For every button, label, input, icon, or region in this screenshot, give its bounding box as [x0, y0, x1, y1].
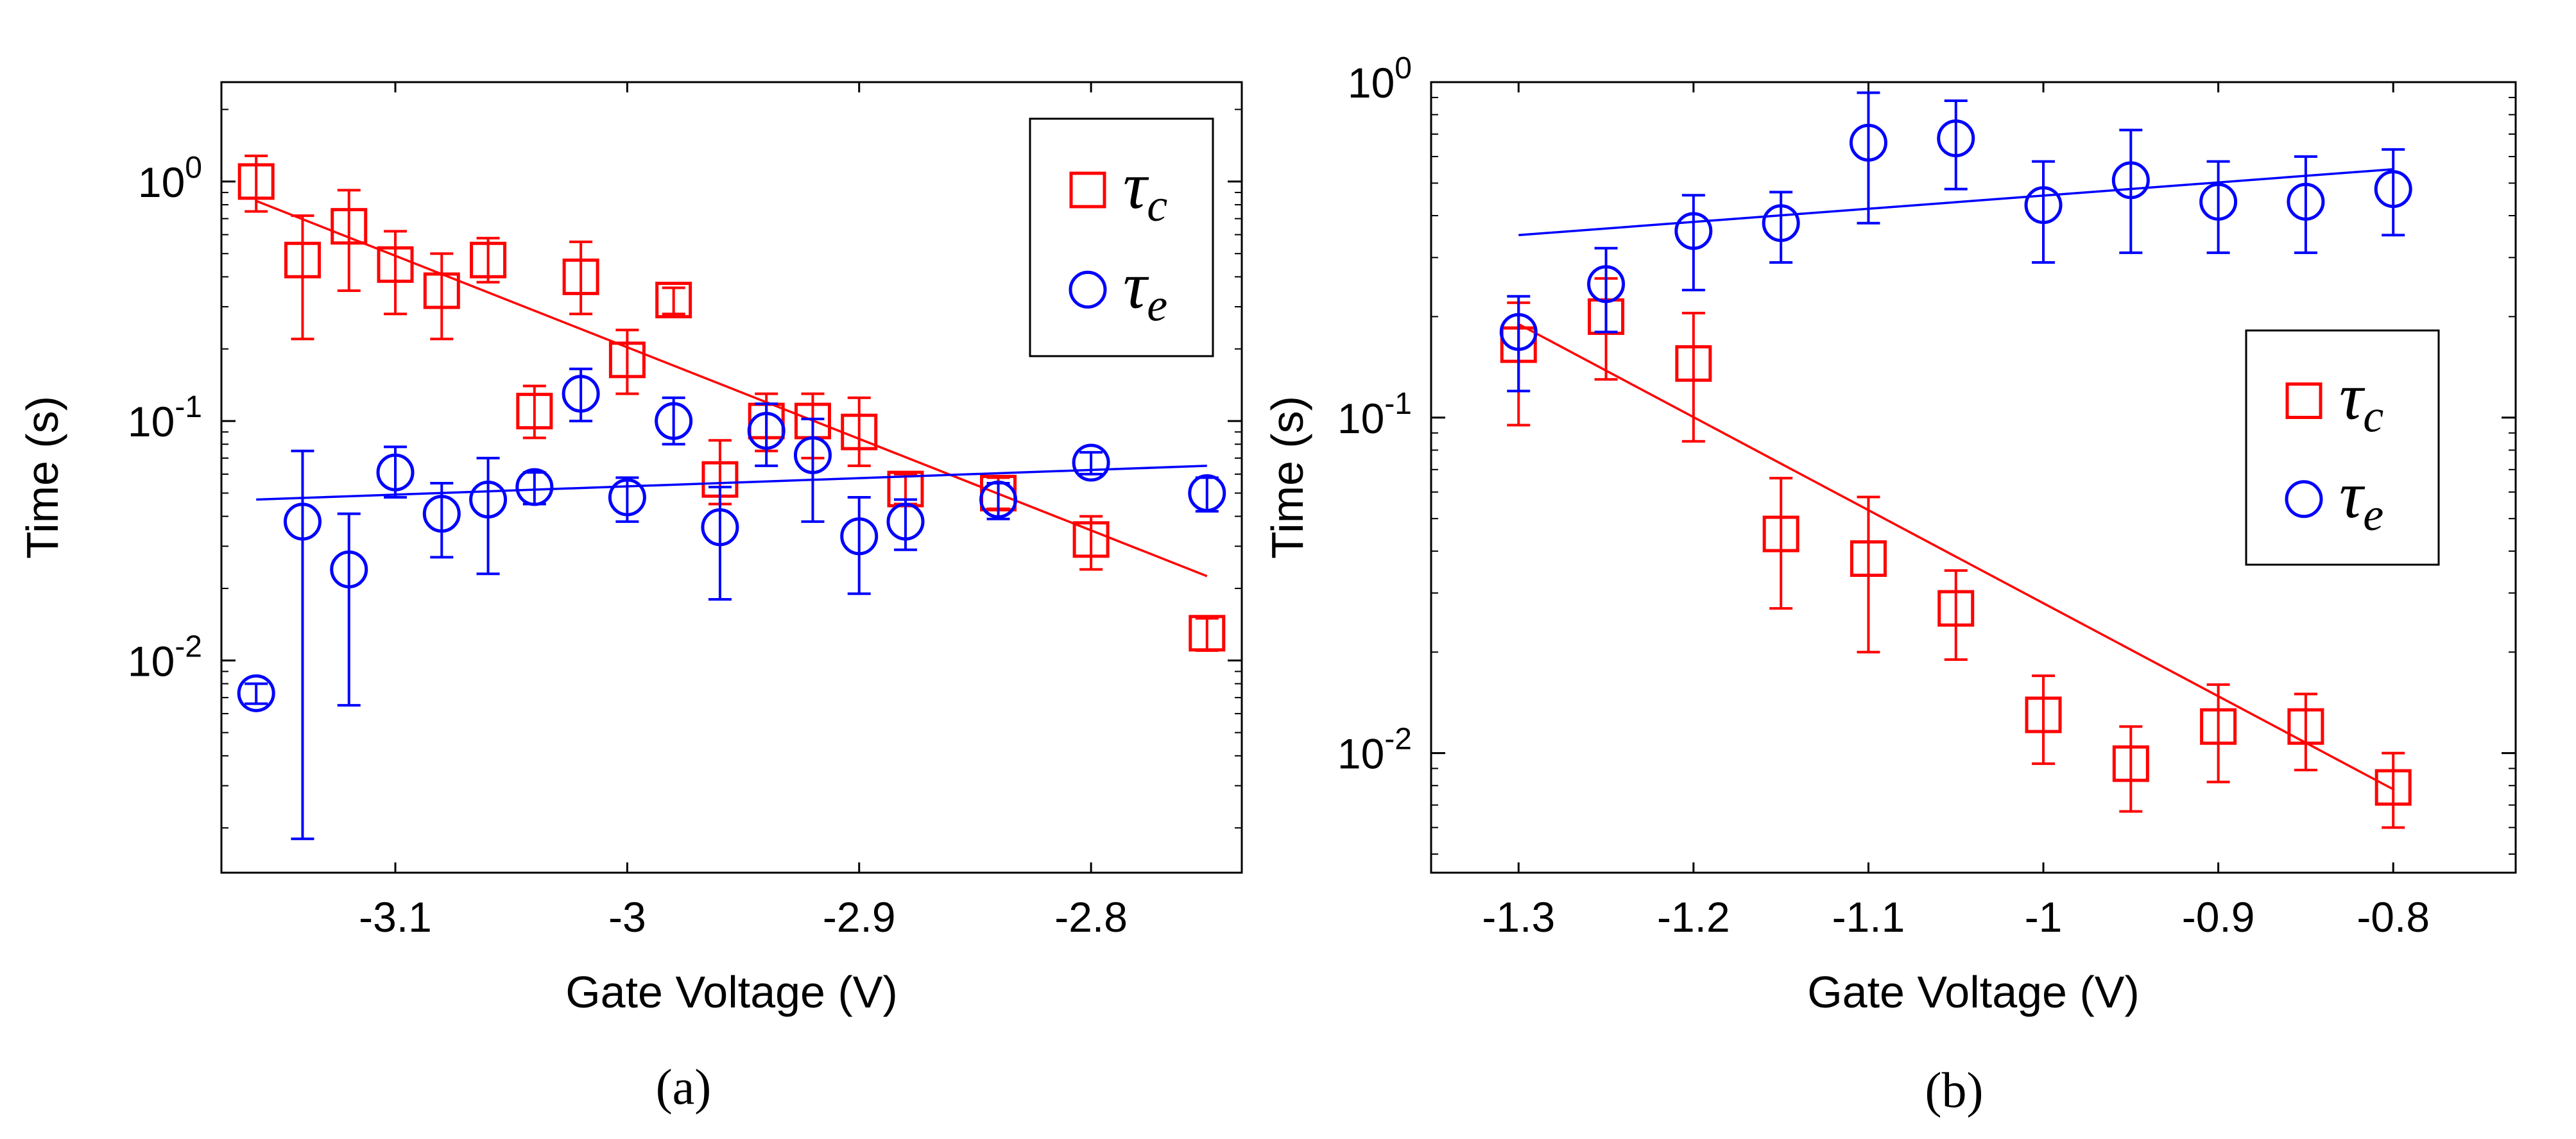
- y-tick-label: 10-2: [1337, 723, 1412, 778]
- legend-label-tau-e: τe: [1123, 248, 1167, 330]
- data-point-square: [284, 241, 321, 278]
- data-point-square: [2200, 708, 2237, 745]
- data-point-square: [1675, 345, 1712, 382]
- x-tick-label: -1.2: [1657, 893, 1730, 941]
- legend-label-tau-c: τc: [2339, 360, 2383, 442]
- x-tick-label: -0.8: [2357, 893, 2430, 941]
- data-point-square: [237, 163, 275, 200]
- data-point-circle: [422, 495, 461, 533]
- series-tau_c: [237, 154, 1226, 652]
- legend-label-tau-e: τe: [2339, 458, 2383, 540]
- data-point-circle: [747, 411, 786, 450]
- series-tau_c: [1500, 277, 2412, 829]
- fit-line-tau_e: [256, 465, 1207, 501]
- data-point-circle: [886, 502, 925, 541]
- plot-frame: [220, 81, 1243, 874]
- data-point-circle: [979, 480, 1018, 518]
- legend-marker-square: [1069, 171, 1106, 209]
- data-point-square: [1072, 521, 1110, 558]
- fit-line-tau_c: [255, 200, 1208, 578]
- x-tick-label: -0.9: [2182, 893, 2255, 941]
- x-tick-label: -1: [2025, 893, 2063, 941]
- data-point-circle: [655, 402, 693, 440]
- legend-box: [1029, 117, 1214, 357]
- data-point-square: [562, 258, 599, 295]
- data-point-circle: [793, 436, 832, 474]
- data-point-square: [841, 413, 878, 450]
- data-point-circle: [2199, 182, 2238, 221]
- x-tick-label: -1.3: [1482, 893, 1555, 941]
- y-axis-label: Time (s): [17, 396, 67, 559]
- x-tick-label: -2.8: [1054, 893, 1128, 941]
- series-tau_e: [1499, 91, 2412, 393]
- data-point-circle: [840, 517, 879, 556]
- data-point-square: [2374, 769, 2412, 806]
- x-tick-label: -3.1: [359, 893, 432, 941]
- legend: τc τe: [1029, 117, 1214, 357]
- data-point-circle: [701, 508, 739, 547]
- y-tick-label: 10-1: [128, 390, 202, 445]
- data-point-square: [2112, 745, 2149, 782]
- panel-b: -1.3 -1.2 -1.1 -1 -0.9 -0.8 10-2 10-1 100 Gate Vo…: [1262, 51, 2517, 1118]
- series-tau_e: [237, 367, 1226, 841]
- data-point-circle: [1499, 313, 1538, 351]
- data-point-circle: [2287, 182, 2325, 221]
- y-tick-label: 10-1: [1337, 387, 1412, 442]
- data-point-circle: [2111, 161, 2150, 200]
- panel-a: -3.1 -3 -2.9 -2.8 10-2 10-1 100 Gate Voltage (V…: [17, 81, 1243, 1115]
- x-tick-label: -1.1: [1832, 893, 1905, 941]
- data-point-circle: [1072, 443, 1110, 482]
- legend-box: [2245, 329, 2440, 566]
- legend-label-tau-c: τc: [1123, 149, 1167, 231]
- data-point-circle: [1587, 265, 1626, 304]
- data-point-square: [516, 393, 553, 430]
- data-point-circle: [2024, 186, 2063, 225]
- data-point-square: [608, 341, 646, 379]
- panel-caption: (b): [1925, 1062, 1984, 1118]
- data-point-circle: [1849, 123, 1887, 162]
- legend-marker-circle: [2285, 480, 2323, 518]
- data-point-circle: [330, 550, 368, 588]
- data-point-circle: [1188, 474, 1226, 512]
- data-point-square: [1189, 615, 1226, 652]
- data-point-circle: [1674, 212, 1713, 250]
- x-tick-label: -3: [608, 893, 646, 941]
- data-point-square: [423, 272, 460, 309]
- data-point-square: [377, 246, 414, 283]
- data-point-square: [331, 208, 368, 245]
- y-axis-label: Time (s): [1262, 396, 1312, 559]
- x-axis-label: Gate Voltage (V): [565, 967, 898, 1017]
- data-point-square: [470, 241, 507, 278]
- data-point-square: [1850, 540, 1887, 577]
- legend: τc τe: [2245, 329, 2440, 566]
- data-point-circle: [376, 453, 415, 492]
- data-point-circle: [469, 480, 508, 518]
- data-point-circle: [515, 468, 554, 506]
- fit-line-tau_e: [1518, 167, 2394, 237]
- y-tick-label: 10-2: [128, 629, 202, 685]
- data-point-circle: [283, 502, 322, 541]
- data-point-circle: [562, 375, 600, 413]
- data-point-square: [2287, 708, 2324, 745]
- legend-marker-square: [2285, 382, 2323, 419]
- x-axis-label: Gate Voltage (V): [1807, 967, 2140, 1017]
- legend-marker-circle: [1069, 270, 1107, 309]
- data-point-square: [1937, 590, 1975, 627]
- y-tick-label: 100: [138, 151, 202, 206]
- data-point-square: [2025, 696, 2062, 733]
- data-point-square: [1762, 515, 1799, 552]
- x-tick-label: -2.9: [823, 893, 896, 941]
- y-tick-label: 100: [1348, 51, 1412, 107]
- fit-line-tau_c: [1518, 323, 2394, 791]
- panel-caption: (a): [656, 1059, 712, 1115]
- data-point-circle: [608, 478, 646, 517]
- data-point-circle: [1937, 119, 1975, 158]
- data-point-circle: [237, 674, 275, 712]
- data-point-circle: [2374, 170, 2412, 209]
- data-point-circle: [1762, 204, 1800, 243]
- data-point-square: [655, 282, 692, 319]
- plot-frame: [1430, 81, 2517, 874]
